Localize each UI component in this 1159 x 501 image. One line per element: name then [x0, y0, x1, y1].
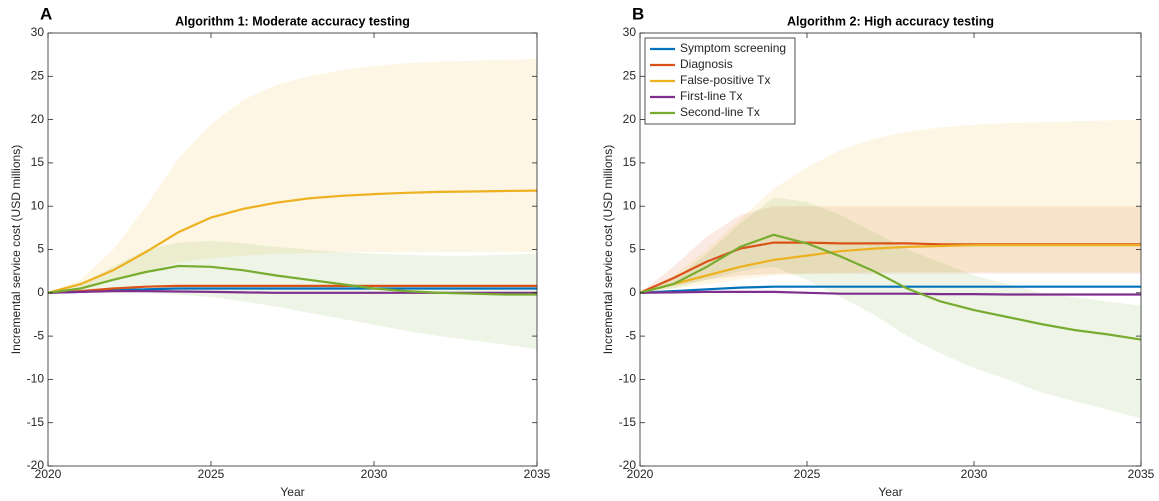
- series-line: [639, 233, 1142, 341]
- y-axis-label: Incremental service cost (USD millions): [9, 145, 23, 354]
- y-tick-label: 20: [31, 112, 45, 126]
- legend-label: Second-line Tx: [680, 105, 760, 119]
- series-line: [639, 244, 1141, 294]
- y-tick-label: -10: [27, 372, 45, 386]
- y-tick-label: 25: [31, 68, 45, 82]
- y-tick-label: 10: [623, 198, 637, 212]
- series-line: [639, 285, 1141, 294]
- y-axis-label: Incremental service cost (USD millions): [601, 145, 615, 354]
- x-tick-label: 2025: [794, 467, 821, 481]
- y-tick-label: -20: [27, 458, 45, 472]
- legend-label: First-line Tx: [680, 89, 742, 103]
- legend-label: Diagnosis: [680, 57, 733, 71]
- y-tick-label: -20: [619, 458, 637, 472]
- uncertainty-band: [640, 197, 1141, 419]
- y-tick-label: 25: [623, 68, 637, 82]
- series-line: [47, 264, 537, 296]
- y-tick-label: 20: [623, 112, 637, 126]
- chart-title: Algorithm 2: High accuracy testing: [787, 14, 994, 28]
- x-tick-label: 2030: [361, 467, 388, 481]
- y-tick-label: -10: [619, 372, 637, 386]
- chart-title: Algorithm 1: Moderate accuracy testing: [175, 14, 410, 28]
- x-tick-label: 2035: [1128, 467, 1155, 481]
- legend-label: False-positive Tx: [680, 73, 770, 87]
- y-tick-label: -5: [33, 328, 44, 342]
- x-tick-label: 2035: [524, 467, 551, 481]
- panel-label: B: [632, 4, 644, 23]
- x-tick-label: 2020: [627, 467, 654, 481]
- y-tick-label: 15: [623, 155, 637, 169]
- x-tick-label: 2020: [35, 467, 62, 481]
- uncertainty-band: [48, 59, 537, 293]
- y-tick-label: 15: [31, 155, 45, 169]
- series-line: [47, 284, 537, 294]
- uncertainty-band: [640, 119, 1141, 293]
- x-axis-label: Year: [878, 485, 902, 499]
- x-axis-label: Year: [280, 485, 304, 499]
- series-line: [47, 287, 537, 294]
- x-tick-label: 2025: [198, 467, 225, 481]
- y-tick-label: 0: [629, 285, 636, 299]
- series-line: [639, 290, 1141, 296]
- y-tick-label: 10: [31, 198, 45, 212]
- x-tick-label: 2030: [961, 467, 988, 481]
- y-tick-label: 30: [623, 25, 637, 39]
- y-tick-label: -15: [27, 415, 45, 429]
- y-tick-label: 30: [31, 25, 45, 39]
- y-tick-label: 5: [37, 242, 44, 256]
- y-tick-label: 5: [629, 242, 636, 256]
- legend-label: Symptom screening: [680, 41, 786, 55]
- panel-label: A: [40, 4, 52, 23]
- y-tick-label: -15: [619, 415, 637, 429]
- uncertainty-band: [640, 206, 1141, 293]
- series-line: [47, 189, 538, 294]
- y-tick-label: 0: [37, 285, 44, 299]
- y-tick-label: -5: [625, 328, 636, 342]
